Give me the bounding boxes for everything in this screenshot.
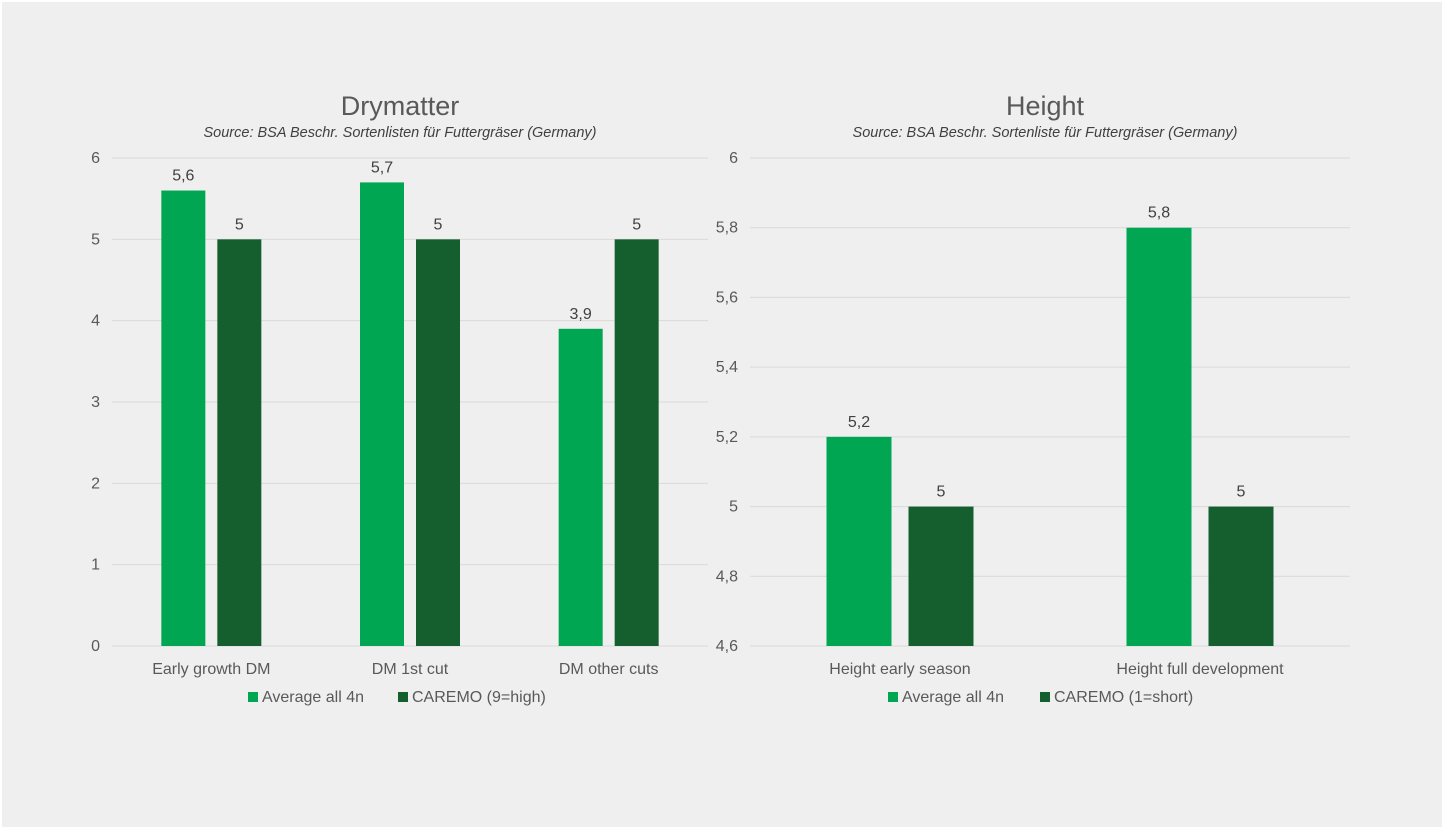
height-y-tick-label: 5,6: [716, 289, 738, 306]
dm-bar-average: [558, 328, 603, 646]
dm-y-tick-label: 0: [91, 638, 100, 655]
dm-category-label: Early growth DM: [152, 661, 270, 678]
height-y-tick-label: 4,8: [716, 568, 738, 585]
height-chart-title: Height: [1006, 91, 1085, 121]
dm-data-label: 5: [235, 216, 244, 233]
height-y-tick-label: 5,8: [716, 220, 738, 237]
dm-legend-label-caremo: CAREMO (9=high): [412, 689, 546, 706]
dm-legend-swatch-caremo: [398, 692, 408, 702]
dm-legend-swatch-average: [248, 692, 258, 702]
height-legend-swatch-caremo: [1040, 692, 1050, 702]
height-data-label: 5,8: [1148, 205, 1170, 222]
dm-y-tick-label: 5: [91, 231, 100, 248]
dm-bar-average: [161, 190, 206, 647]
dm-y-tick-label: 3: [91, 394, 100, 411]
height-y-tick-label: 5: [729, 499, 738, 516]
dm-y-tick-label: 2: [91, 475, 100, 492]
height-bar-caremo: [908, 506, 974, 646]
height-data-label: 5: [1237, 484, 1246, 501]
height-bar-caremo: [1208, 506, 1274, 646]
height-chart: Height Source: BSA Beschr. Sortenliste fü…: [716, 91, 1350, 706]
height-legend-label-caremo: CAREMO (1=short): [1054, 689, 1193, 706]
dm-category-label: DM 1st cut: [372, 661, 449, 678]
dm-y-tick-label: 1: [91, 557, 100, 574]
dm-y-tick-label: 4: [91, 313, 100, 330]
height-data-label: 5: [937, 484, 946, 501]
height-y-tick-label: 5,2: [716, 429, 738, 446]
dm-data-label: 3,9: [570, 306, 592, 323]
height-legend-label-average: Average all 4n: [902, 689, 1004, 706]
height-category-label: Height early season: [829, 661, 970, 678]
height-chart-subtitle: Source: BSA Beschr. Sortenliste für Futt…: [853, 125, 1238, 141]
height-y-tick-label: 5,4: [716, 359, 738, 376]
height-y-tick-label: 4,6: [716, 638, 738, 655]
dm-chart-subtitle: Source: BSA Beschr. Sortenlisten für Fut…: [204, 125, 597, 141]
dm-category-label: DM other cuts: [559, 661, 659, 678]
drymatter-chart: Drymatter Source: BSA Beschr. Sortenliste…: [91, 91, 708, 706]
dm-y-tick-label: 6: [91, 150, 100, 167]
dm-legend-label-average: Average all 4n: [262, 689, 364, 706]
height-data-label: 5,2: [848, 414, 870, 431]
dm-bar-caremo: [217, 239, 262, 647]
height-legend-swatch-average: [888, 692, 898, 702]
dm-bar-caremo: [416, 239, 460, 647]
dm-data-label: 5,7: [371, 159, 393, 176]
height-category-label: Height full development: [1116, 661, 1284, 678]
dm-chart-title: Drymatter: [341, 91, 460, 121]
height-bar-average: [1126, 227, 1192, 646]
height-y-tick-label: 6: [729, 150, 738, 167]
dm-bar-caremo: [614, 239, 659, 647]
dm-bar-average: [360, 182, 404, 646]
dm-data-label: 5: [632, 216, 641, 233]
dm-data-label: 5,6: [172, 168, 194, 185]
height-bar-average: [826, 436, 892, 646]
dm-data-label: 5: [434, 216, 443, 233]
